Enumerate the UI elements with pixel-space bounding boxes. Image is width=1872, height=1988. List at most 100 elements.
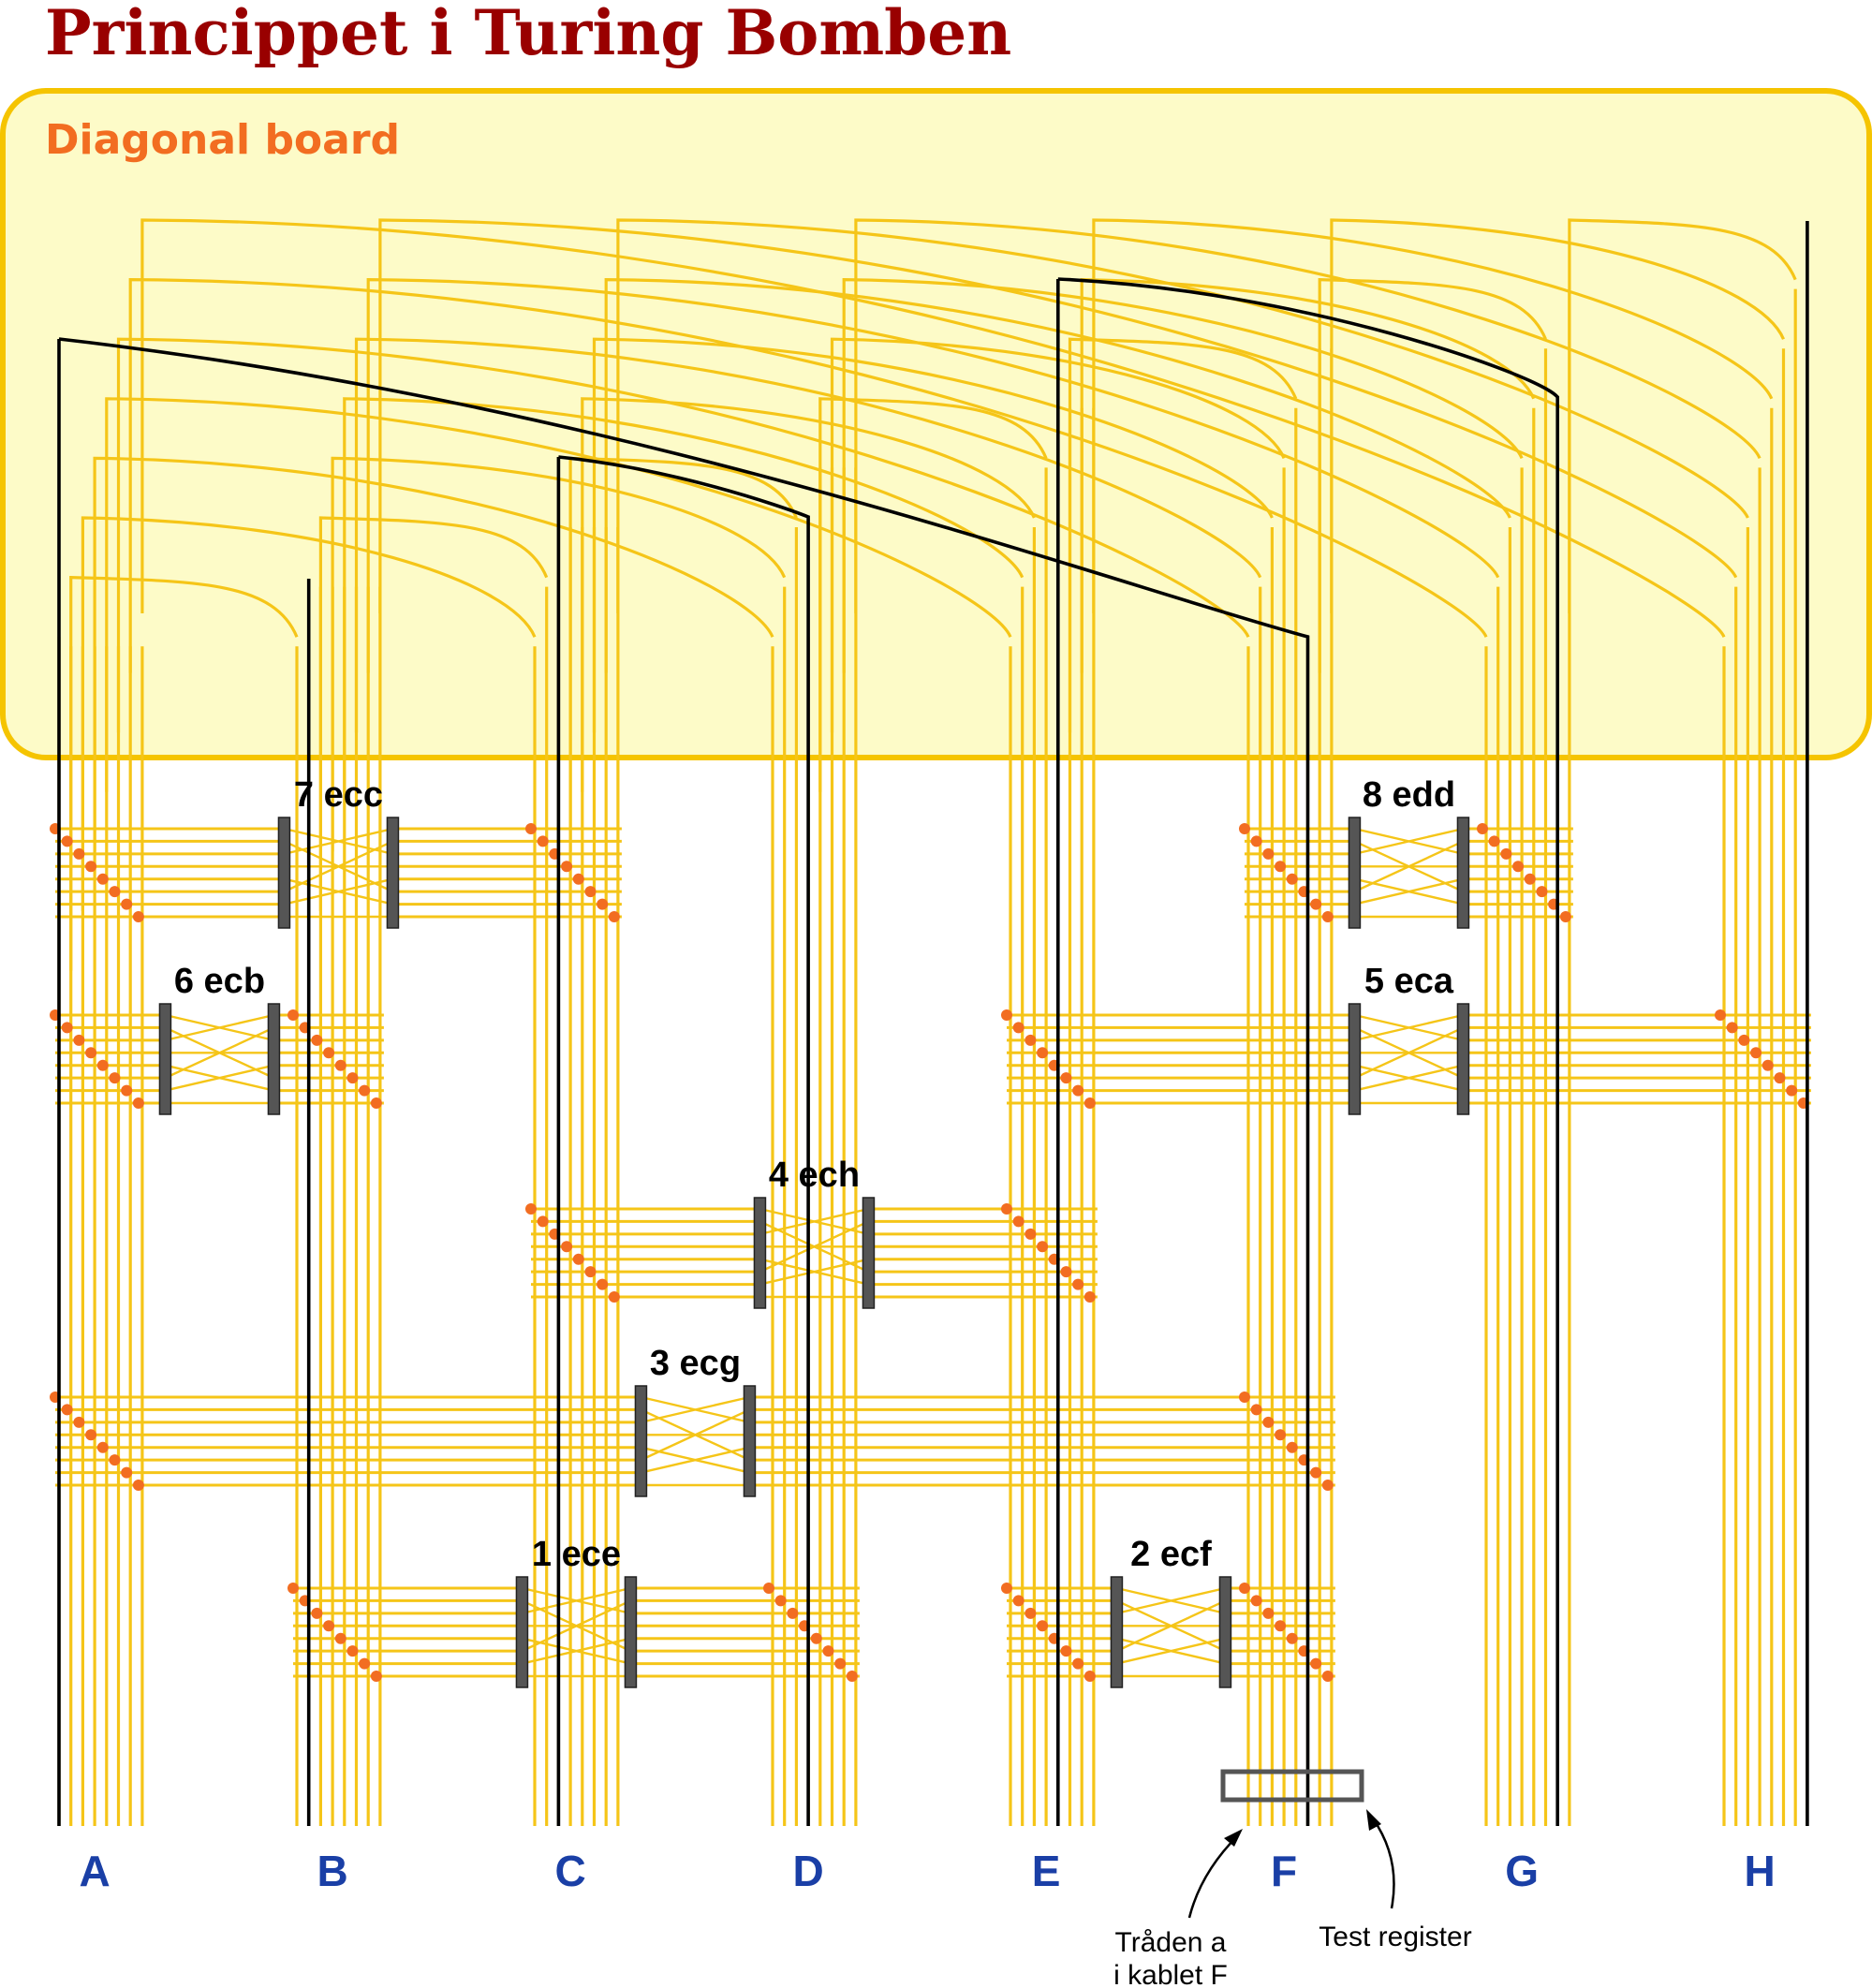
scrambler-2-dot-out-1: [1250, 1595, 1262, 1607]
scrambler-3-label: 3 ecg: [650, 1344, 741, 1383]
scrambler-8-dot-in-6: [1310, 898, 1322, 910]
scrambler-8-drum-2: [1456, 817, 1470, 929]
scrambler-5-dot-out-0: [1715, 1009, 1726, 1021]
scrambler-2-dot-out-3: [1275, 1620, 1287, 1632]
scrambler-3-dot-in-1: [61, 1404, 73, 1416]
scrambler-3-drum-1: [634, 1385, 648, 1497]
scrambler-7-cross-2: [284, 827, 393, 856]
scrambler-8-label: 8 edd: [1363, 775, 1455, 815]
scrambler-6-dot-out-3: [323, 1047, 335, 1059]
cable-label-d: D: [792, 1847, 823, 1895]
scrambler-6-dot-in-3: [85, 1047, 97, 1059]
scrambler-2-dot-out-4: [1286, 1632, 1298, 1644]
scrambler-4-drum-1: [753, 1197, 767, 1309]
scrambler-3-cross-5: [640, 1408, 750, 1462]
board-arc-B-C: [318, 516, 549, 911]
scrambler-7-dot-in-5: [109, 886, 121, 898]
scrambler-5-dot-in-6: [1072, 1084, 1084, 1097]
board-arc-A-C: [81, 516, 537, 911]
scrambler-1-drum-1: [515, 1576, 529, 1688]
thread-arrow-head: [1224, 1829, 1243, 1847]
cable-labels: A B C D E F G H: [79, 1847, 1775, 1895]
scrambler-1-dot-out-4: [810, 1632, 822, 1644]
scrambler-2-dot-in-5: [1060, 1645, 1072, 1657]
scrambler-5-dot-in-1: [1012, 1022, 1024, 1034]
scrambler-7-dot-out-4: [572, 873, 584, 885]
scrambler-8-dot-out-2: [1500, 847, 1512, 860]
scrambler-7-dot-out-3: [561, 861, 573, 873]
scrambler-5-dot-in-5: [1060, 1072, 1072, 1084]
scrambler-3-dot-in-4: [96, 1441, 109, 1453]
scrambler-7-dot-in-3: [85, 861, 97, 873]
scrambler-4-dot-out-3: [1037, 1241, 1049, 1253]
scrambler-1: 1 ece: [287, 1535, 860, 1688]
scrambler-2-dot-in-0: [1001, 1583, 1012, 1594]
active-arc-e-g: [1057, 277, 1559, 1826]
scrambler-7-cross-6: [284, 877, 393, 906]
scrambler-3-dot-in-2: [73, 1416, 85, 1428]
scrambler-2-dot-out-2: [1262, 1607, 1275, 1619]
scrambler-2: 2 ecf: [1001, 1535, 1335, 1688]
scrambler-1-dot-out-6: [834, 1657, 847, 1670]
scrambler-3-dot-out-0: [1239, 1392, 1250, 1403]
scrambler-2-cross-2: [1116, 1586, 1226, 1615]
scrambler-8-dot-in-3: [1275, 861, 1287, 873]
scrambler-4-dot-out-0: [1001, 1203, 1012, 1215]
active-arc-a-f: [58, 337, 1310, 1826]
scrambler-6-dot-in-2: [73, 1034, 85, 1046]
scrambler-2-drum-2: [1218, 1576, 1232, 1688]
scrambler-3: 3 ecg: [50, 1344, 1335, 1497]
scrambler-3-dot-out-2: [1262, 1416, 1275, 1428]
scrambler-8-dot-out-4: [1524, 873, 1536, 885]
scrambler-5-dot-in-2: [1024, 1034, 1037, 1046]
scrambler-2-label: 2 ecf: [1130, 1535, 1212, 1574]
board-arc-D-F: [830, 337, 1286, 733]
scrambler-8-dot-out-5: [1536, 886, 1548, 898]
board-arc-A-D: [93, 456, 774, 852]
scrambler-5-dot-in-7: [1083, 1097, 1096, 1109]
scrambler-7-dot-in-7: [132, 911, 144, 922]
scrambler-6-drum-2: [267, 1003, 281, 1115]
board-arc-C-H: [616, 218, 1749, 613]
scrambler-8-cross-5: [1353, 840, 1464, 893]
board-arc-D-E: [818, 397, 1048, 792]
scrambler-6-dot-out-6: [359, 1084, 371, 1097]
board-arc-A-E: [105, 397, 1012, 792]
scrambler-8: 8 edd: [1239, 775, 1573, 929]
scrambler-4-dot-in-4: [572, 1253, 584, 1265]
scrambler-7-dot-in-1: [61, 835, 73, 847]
board-arc-A-F: [116, 337, 1250, 733]
active-current-path: [57, 221, 1809, 1826]
scrambler-2-cross-5: [1115, 1599, 1226, 1653]
scrambler-6-cross-6: [165, 1064, 274, 1092]
scrambler-8-cross-6: [1354, 877, 1464, 906]
board-arc-C-G: [604, 277, 1511, 673]
test-register-box: [1220, 1769, 1364, 1803]
scrambler-4-dot-out-7: [1083, 1291, 1096, 1303]
scrambler-8-dot-in-0: [1239, 823, 1250, 834]
scrambler-3-dot-out-6: [1310, 1466, 1322, 1479]
scrambler-7-dot-out-5: [584, 886, 597, 898]
cable-label-c: C: [554, 1847, 585, 1895]
scrambler-6-dot-in-5: [109, 1072, 121, 1084]
scrambler-5-dot-out-2: [1738, 1034, 1750, 1046]
scrambler-4-dot-out-2: [1024, 1228, 1037, 1240]
scrambler-3-dot-out-7: [1321, 1480, 1334, 1491]
scrambler-5-cross-6: [1354, 1064, 1464, 1092]
scrambler-8-dot-in-1: [1250, 835, 1262, 847]
scrambler-1-dot-out-1: [774, 1595, 787, 1607]
scrambler-1-drum-2: [624, 1576, 638, 1688]
board-arc-C-E: [581, 397, 1036, 792]
scrambler-2-dot-out-0: [1239, 1583, 1250, 1594]
thread-annotation-line-2: i kablet F: [1113, 1960, 1228, 1988]
scrambler-4-cross-2: [759, 1207, 869, 1236]
scrambler-8-dot-out-1: [1488, 835, 1500, 847]
scrambler-4-cross-6: [759, 1258, 869, 1286]
board-arc-E-H: [1092, 218, 1774, 613]
scrambler-1-label: 1 ece: [532, 1535, 621, 1574]
cable-label-b: B: [317, 1847, 347, 1895]
scrambler-5-dot-out-4: [1761, 1059, 1774, 1071]
board-arc-B-G: [366, 277, 1500, 673]
diagonal-board-wiring: [69, 218, 1797, 971]
